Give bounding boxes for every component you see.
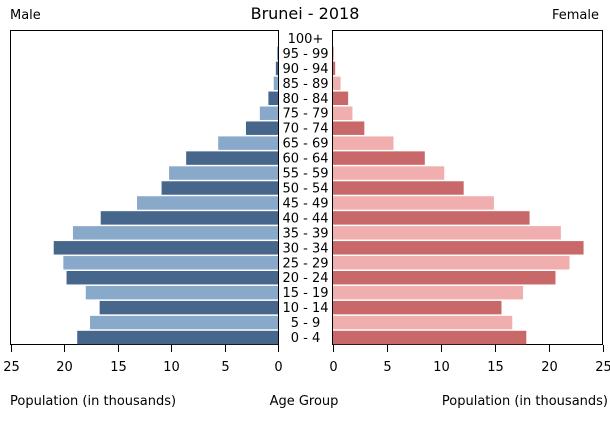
x-tick-label: 5 <box>383 360 391 375</box>
male-bar-35-39 <box>72 226 278 240</box>
female-bar-80-84 <box>333 91 349 106</box>
x-axis-label-male: Population (in thousands) <box>10 394 177 409</box>
x-axis-ticks: 25 20 15 10 5 0 0 5 10 15 20 25 <box>3 345 610 375</box>
male-bar-55-59 <box>169 166 278 180</box>
male-bar-0-4 <box>77 330 278 345</box>
male-bar-65-69 <box>218 136 278 150</box>
female-bars <box>333 46 584 345</box>
female-bar-40-44 <box>333 211 530 225</box>
age-group-label: 45 - 49 <box>282 196 328 211</box>
male-bar-5-9 <box>90 315 278 330</box>
chart-title: Brunei - 2018 <box>250 4 360 23</box>
male-bar-70-74 <box>245 121 278 135</box>
x-tick-label: 15 <box>487 360 504 375</box>
female-bar-45-49 <box>333 196 494 210</box>
male-bar-90-94 <box>275 61 278 76</box>
x-tick-label: 5 <box>221 360 229 375</box>
female-bar-30-34 <box>333 241 584 255</box>
female-bar-5-9 <box>333 315 513 330</box>
female-bar-15-19 <box>333 285 524 300</box>
female-label: Female <box>551 8 599 23</box>
female-bar-70-74 <box>333 121 365 135</box>
age-group-label: 30 - 34 <box>282 241 328 256</box>
male-bar-60-64 <box>186 151 278 165</box>
male-bar-45-49 <box>137 196 278 210</box>
x-tick-label: 10 <box>433 360 450 375</box>
female-bar-65-69 <box>333 136 394 150</box>
x-tick-label: 15 <box>110 360 127 375</box>
female-bar-20-24 <box>333 270 556 285</box>
x-tick-label: 10 <box>163 360 180 375</box>
female-bar-85-89 <box>333 76 341 91</box>
age-group-label: 20 - 24 <box>282 271 328 286</box>
female-bar-0-4 <box>333 330 527 345</box>
male-label: Male <box>10 8 41 23</box>
male-bar-50-54 <box>161 181 278 195</box>
age-group-label: 25 - 29 <box>282 256 328 271</box>
female-bar-25-29 <box>333 256 570 270</box>
male-bar-10-14 <box>99 300 278 315</box>
female-plot-frame <box>332 30 603 345</box>
male-bar-40-44 <box>100 211 278 225</box>
male-bar-25-29 <box>63 256 278 270</box>
x-axis-label-female: Population (in thousands) <box>441 394 608 409</box>
x-tick-label: 0 <box>329 360 337 375</box>
age-group-label: 60 - 64 <box>282 152 328 167</box>
age-group-label: 50 - 54 <box>282 182 328 197</box>
age-group-label: 100+ <box>288 32 324 47</box>
male-bar-30-34 <box>53 241 278 255</box>
female-bar-10-14 <box>333 300 502 315</box>
age-group-label: 0 - 4 <box>291 331 321 346</box>
age-group-label: 75 - 79 <box>282 107 328 122</box>
age-group-label: 85 - 89 <box>282 77 328 92</box>
age-group-label: 70 - 74 <box>282 122 328 137</box>
age-group-label: 95 - 99 <box>282 47 328 62</box>
x-tick-label: 20 <box>541 360 558 375</box>
x-tick-label: 0 <box>274 360 282 375</box>
male-bar-20-24 <box>66 270 278 285</box>
female-bar-95-99 <box>333 46 335 61</box>
age-group-label: 65 - 69 <box>282 137 328 152</box>
female-bar-75-79 <box>333 106 353 120</box>
x-tick-label: 25 <box>595 360 610 375</box>
age-group-label: 15 - 19 <box>282 286 328 301</box>
female-bar-35-39 <box>333 226 561 240</box>
age-group-label: 10 - 14 <box>282 301 328 316</box>
male-bar-85-89 <box>273 76 278 91</box>
male-bars <box>53 46 278 345</box>
x-tick-label: 25 <box>3 360 20 375</box>
male-plot-frame <box>10 30 279 345</box>
center-axis-label: Age Group <box>269 394 339 409</box>
age-group-label: 55 - 59 <box>282 167 328 182</box>
male-bar-80-84 <box>268 91 278 106</box>
age-group-label: 80 - 84 <box>282 92 328 107</box>
age-group-label: 40 - 44 <box>282 211 328 226</box>
female-bar-50-54 <box>333 181 464 195</box>
female-bar-55-59 <box>333 166 445 180</box>
female-bar-60-64 <box>333 151 425 165</box>
age-group-label: 35 - 39 <box>282 226 328 241</box>
female-bar-90-94 <box>333 61 336 76</box>
age-group-label: 5 - 9 <box>291 316 321 331</box>
age-group-label: 90 - 94 <box>282 62 328 77</box>
male-bar-75-79 <box>259 106 278 120</box>
male-bar-15-19 <box>85 285 278 300</box>
x-tick-label: 20 <box>56 360 73 375</box>
male-bar-95-99 <box>276 46 278 61</box>
